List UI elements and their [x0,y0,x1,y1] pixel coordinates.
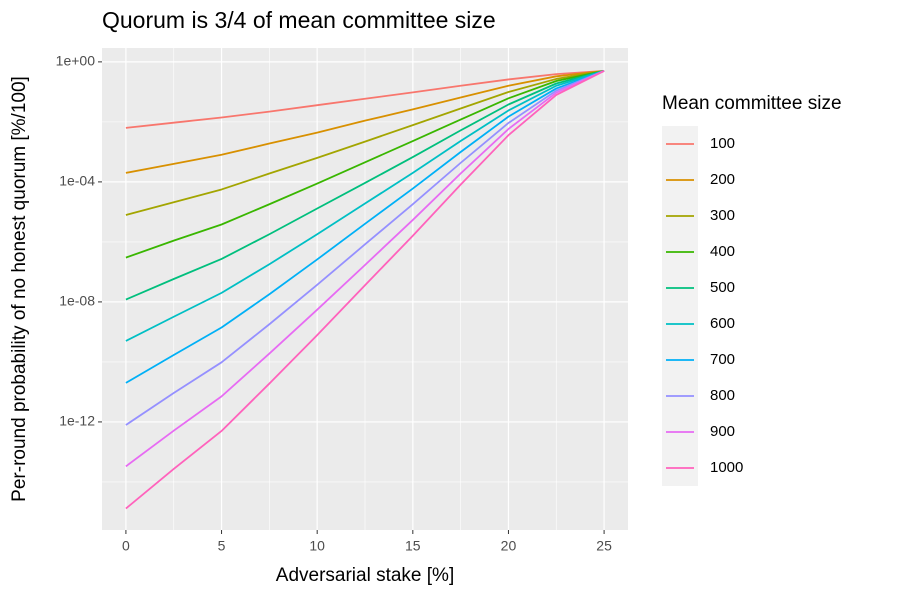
series-line [125,70,605,216]
legend-label: 400 [710,243,735,260]
legend-label: 700 [710,351,735,368]
legend-title: Mean committee size [662,93,842,114]
x-tick-label: 20 [501,538,517,554]
series-line [125,70,605,342]
x-tick-label: 15 [405,538,421,554]
legend-label: 500 [710,279,735,296]
y-axis-label: Per-round probability of no honest quoru… [9,76,30,502]
series-line [125,70,605,259]
chart-title: Quorum is 3/4 of mean committee size [102,7,496,33]
x-tick-label: 0 [122,538,130,554]
series-line [125,70,605,174]
y-tick-label: 1e-04 [59,173,95,189]
x-axis-label: Adversarial stake [%] [276,565,454,586]
series-line [125,70,605,426]
y-tick-label: 1e+00 [56,53,96,69]
legend-label: 300 [710,207,735,224]
series-line [125,70,605,384]
legend-label: 600 [710,315,735,332]
x-tick-label: 5 [218,538,226,554]
series-line [125,70,605,510]
x-tick-label: 25 [596,538,612,554]
legend-label: 200 [710,171,735,188]
series-line [125,70,605,129]
legend-label: 100 [710,135,735,152]
legend-label: 800 [710,387,735,404]
legend-key-background [662,126,698,486]
legend-label: 900 [710,423,735,440]
series-line [125,70,605,301]
y-tick-label: 1e-12 [59,413,95,429]
y-tick-label: 1e-08 [59,293,95,309]
legend-label: 1000 [710,459,743,476]
series-line [125,70,605,468]
x-tick-label: 10 [309,538,325,554]
